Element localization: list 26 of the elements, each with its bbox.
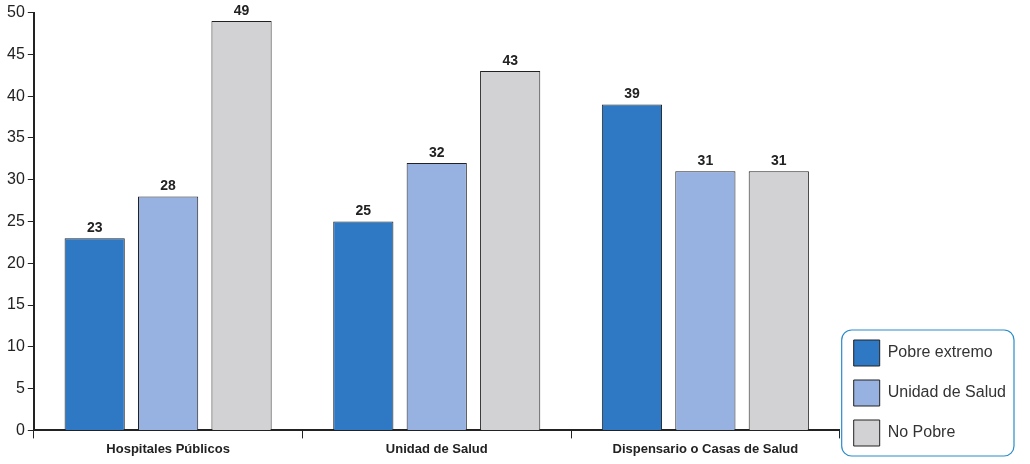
y-tick-label: 30 xyxy=(7,170,25,188)
y-tick-label: 20 xyxy=(7,253,25,271)
y-tick-label: 25 xyxy=(7,211,25,229)
data-label: 32 xyxy=(428,143,445,160)
legend-label: No Pobre xyxy=(887,423,956,441)
data-label: 28 xyxy=(160,177,177,194)
y-tick-label: 40 xyxy=(7,86,25,104)
legend-label: Unidad de Salud xyxy=(887,383,1006,401)
y-tick-label: 35 xyxy=(7,128,25,146)
y-tick-label: 50 xyxy=(7,3,25,21)
data-label: 43 xyxy=(502,51,519,68)
y-tick-label: 5 xyxy=(15,379,25,397)
y-tick-label: 15 xyxy=(7,295,25,313)
y-tick-label: 10 xyxy=(7,337,25,355)
data-label: 49 xyxy=(233,1,250,18)
data-label: 23 xyxy=(86,219,103,236)
x-tick-label: Unidad de Salud xyxy=(385,440,488,456)
data-label: 39 xyxy=(624,85,640,102)
legend-label: Pobre extremo xyxy=(887,343,993,361)
data-label: 31 xyxy=(697,152,714,169)
y-tick-label: 0 xyxy=(15,420,25,438)
x-tick-label: Dispensario o Casas de Salud xyxy=(612,440,799,456)
x-tick-label: Hospitales Públicos xyxy=(106,440,230,456)
data-label: 31 xyxy=(771,152,787,169)
y-tick-label: 45 xyxy=(7,44,25,62)
data-label: 25 xyxy=(355,202,372,219)
